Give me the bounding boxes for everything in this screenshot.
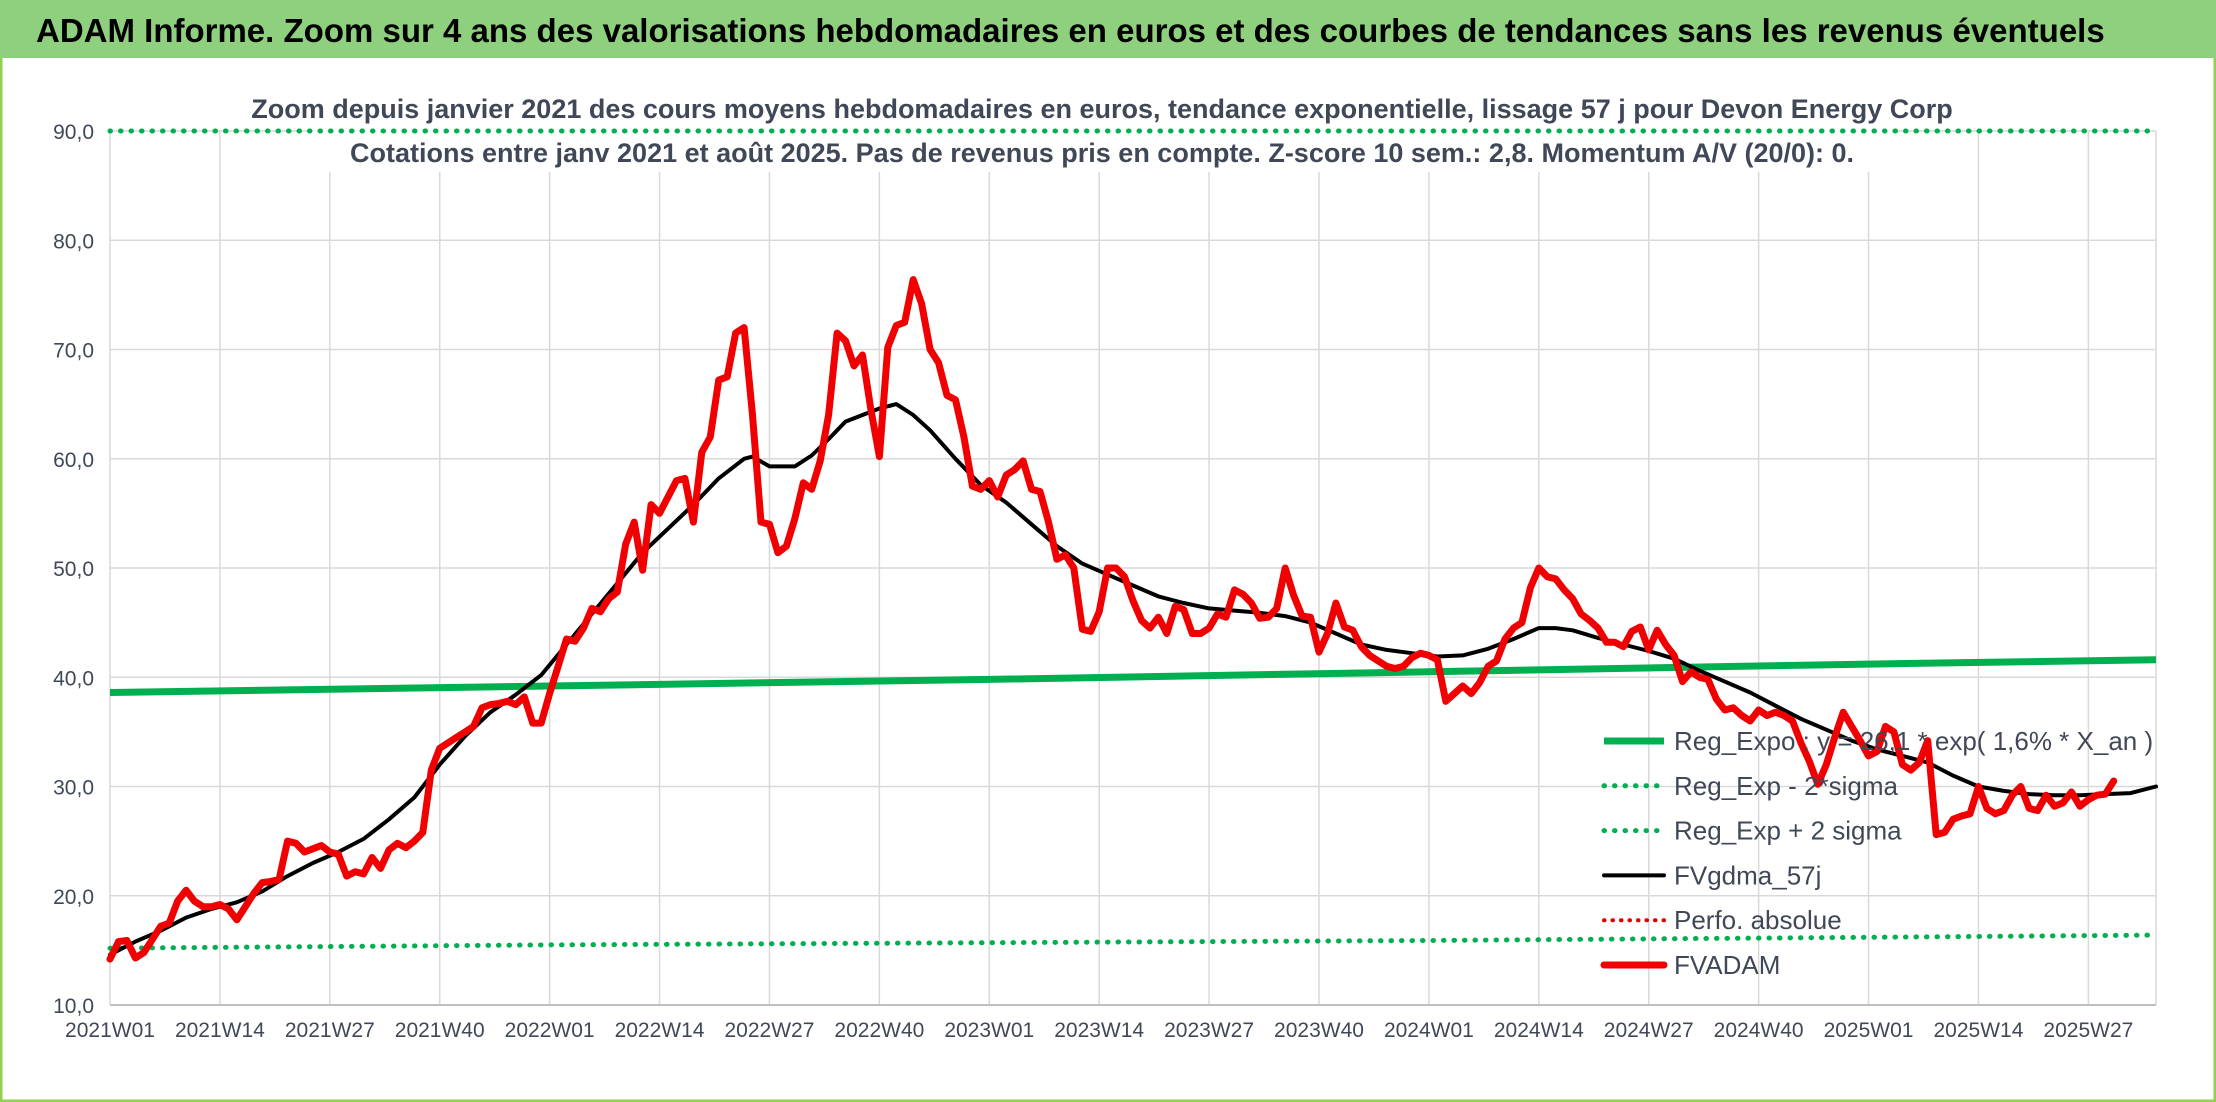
chart-title: Zoom depuis janvier 2021 des cours moyen…	[251, 94, 1953, 124]
y-tick-label: 50,0	[53, 558, 94, 581]
legend-label-fvg: FVgdma_57j	[1674, 860, 1821, 890]
legend: Reg_Expo : y = 26,1 * exp( 1,6% * X_an )…	[1600, 726, 2153, 980]
legend-label-hi: Reg_Exp + 2 sigma	[1674, 816, 1902, 846]
y-tick-label: 90,0	[53, 121, 94, 144]
y-tick-label: 20,0	[53, 886, 94, 909]
x-tick-label: 2024W01	[1384, 1019, 1474, 1042]
y-tick-label: 10,0	[53, 995, 94, 1018]
x-tick-label: 2022W27	[725, 1019, 815, 1042]
x-tick-label: 2021W27	[285, 1019, 375, 1042]
x-tick-label: 2025W27	[2043, 1019, 2133, 1042]
title-backdrop	[312, 84, 1892, 172]
header-bar	[0, 0, 2216, 58]
legend-label-reg: Reg_Expo : y = 26,1 * exp( 1,6% * X_an )	[1674, 726, 2153, 756]
legend-label-lo: Reg_Exp - 2*sigma	[1674, 771, 1899, 801]
y-tick-label: 40,0	[53, 667, 94, 690]
x-tick-label: 2022W01	[505, 1019, 595, 1042]
x-tick-label: 2022W40	[834, 1019, 924, 1042]
y-tick-label: 80,0	[53, 230, 94, 253]
series-line-lo	[107, 932, 2159, 951]
x-tick-label: 2023W01	[944, 1019, 1034, 1042]
x-tick-label: 2021W01	[65, 1019, 155, 1042]
legend-label-fva: FVADAM	[1674, 950, 1780, 980]
series-line-reg	[109, 656, 2157, 696]
x-tick-label: 2024W27	[1604, 1019, 1694, 1042]
x-tick-label: 2023W14	[1054, 1019, 1144, 1042]
x-tick-label: 2024W40	[1714, 1019, 1804, 1042]
series-line-fva	[106, 276, 2118, 963]
x-tick-label: 2022W14	[615, 1019, 705, 1042]
x-tick-label: 2021W14	[175, 1019, 265, 1042]
legend-label-perfo: Perfo. absolue	[1674, 905, 1842, 935]
x-tick-label: 2024W14	[1494, 1019, 1584, 1042]
header-title: ADAM Informe. Zoom sur 4 ans des valoris…	[36, 12, 2105, 49]
y-axis-ticks: 10,0 20,0 30,0 40,0 50,0 60,0 70,0 80,0 90,0	[53, 121, 94, 1018]
x-tick-label: 2023W27	[1164, 1019, 1254, 1042]
y-tick-label: 70,0	[53, 340, 94, 363]
x-tick-label: 2025W14	[1934, 1019, 2024, 1042]
y-tick-label: 60,0	[53, 449, 94, 472]
chart-subtitle: Cotations entre janv 2021 et août 2025. …	[350, 138, 1854, 168]
x-tick-label: 2023W40	[1274, 1019, 1364, 1042]
x-tick-label: 2021W40	[395, 1019, 485, 1042]
y-tick-label: 30,0	[53, 777, 94, 800]
x-tick-label: 2025W01	[1824, 1019, 1914, 1042]
x-axis-ticks: 2021W01 2021W14 2021W27 2021W40 2022W01 2022W…	[65, 1019, 2133, 1042]
series	[106, 128, 2159, 963]
